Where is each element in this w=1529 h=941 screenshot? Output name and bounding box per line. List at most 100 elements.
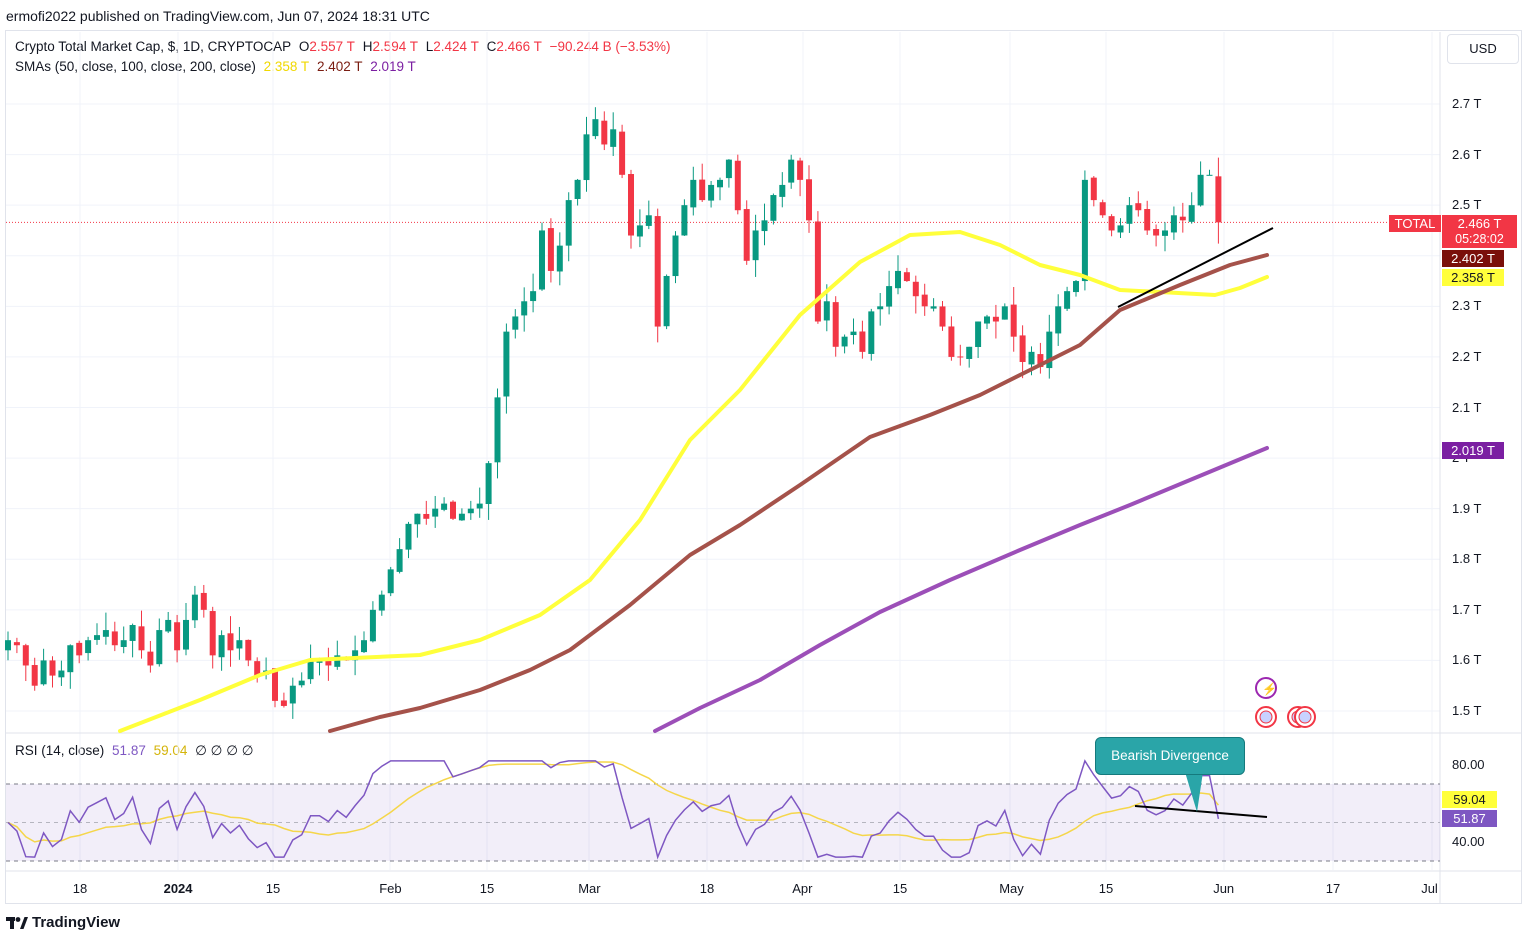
tradingview-logo[interactable]: TradingView	[6, 914, 120, 931]
candle-body	[761, 220, 768, 232]
time-tick-label: Mar	[578, 881, 601, 896]
candle-body	[1153, 229, 1160, 236]
candle-body	[565, 200, 572, 246]
candle-body	[111, 631, 118, 646]
us-flag-icon-inner	[1259, 710, 1273, 724]
candle-body	[129, 625, 136, 641]
change-value: −90.244 B (−3.53%)	[549, 39, 671, 54]
candle-body	[663, 275, 670, 327]
total-symbol-tag: TOTAL	[1389, 215, 1441, 232]
candle-body	[539, 230, 545, 290]
chart-frame	[5, 30, 1522, 904]
candle-body	[361, 640, 367, 653]
time-tick-label: 18	[699, 881, 715, 896]
candle-body	[628, 174, 634, 236]
candle-body	[22, 645, 29, 666]
sma50-tag: 2.358 T	[1442, 269, 1504, 286]
candle-body	[957, 356, 964, 358]
price-tick-label: 1.8 T	[1452, 551, 1482, 567]
candle-body	[476, 503, 483, 509]
candle-body	[1126, 205, 1133, 224]
candle-body	[1108, 216, 1115, 231]
price-tick-label: 2.7 T	[1452, 96, 1482, 111]
candle-body	[814, 221, 821, 322]
callout-pointer	[1185, 772, 1203, 812]
candle-body	[806, 179, 812, 221]
rsi-legend[interactable]: RSI (14, close) 51.87 59.04 ∅ ∅ ∅ ∅	[15, 743, 254, 758]
sma100-value: 2.402 T	[316, 59, 363, 74]
candle-body	[1019, 335, 1026, 362]
candle-body	[369, 609, 376, 642]
candle-body	[984, 316, 990, 324]
candle-body	[823, 301, 830, 321]
candle-body	[85, 640, 92, 654]
hidden-values: ∅ ∅ ∅ ∅	[195, 743, 254, 758]
candle-body	[681, 205, 688, 236]
candle-body	[672, 235, 679, 277]
candle-body	[1179, 216, 1186, 221]
candle-body	[521, 301, 528, 316]
candle-body	[414, 513, 421, 525]
candle-body	[788, 159, 795, 183]
candle-body	[734, 160, 741, 211]
candle-body	[209, 611, 216, 656]
candle-body	[1197, 174, 1204, 206]
candle-body	[743, 209, 750, 261]
lightning-icon	[1255, 677, 1277, 699]
candle-body	[966, 346, 973, 359]
candle-body	[174, 622, 181, 651]
rsi-ma-line	[7, 761, 1219, 843]
time-tick-label: Jul	[1421, 881, 1438, 896]
time-tick-label: 15	[1098, 881, 1114, 896]
candle-body	[877, 306, 884, 310]
candle-body	[1162, 230, 1168, 236]
candle-body	[1206, 174, 1213, 176]
time-tick-label: 15	[479, 881, 495, 896]
candle-body	[441, 503, 448, 510]
sma100-tag: 2.402 T	[1442, 250, 1504, 267]
rsi-ma-value: 59.04	[153, 743, 188, 758]
candle-body	[886, 286, 893, 307]
time-tick-label: May	[999, 881, 1024, 896]
main-legend[interactable]: Crypto Total Market Cap, $, 1D, CRYPTOCA…	[15, 39, 671, 54]
price-tick-label: 2.5 T	[1452, 197, 1482, 213]
currency-button[interactable]: USD	[1447, 34, 1519, 64]
candle-body	[245, 639, 252, 661]
candle-body	[859, 331, 866, 352]
candle-body	[387, 569, 394, 594]
candle-body	[432, 508, 439, 517]
candle-body	[654, 216, 661, 327]
candle-body	[458, 513, 465, 521]
candle-body	[396, 549, 403, 572]
publisher-credit: ermofi2022 published on TradingView.com,…	[6, 8, 430, 24]
candle-body	[690, 179, 697, 208]
candle-body	[280, 700, 287, 706]
rsi-tick-label: 40.00	[1452, 833, 1485, 849]
candle-body	[138, 626, 145, 651]
candle-body	[725, 159, 732, 179]
sma-legend[interactable]: SMAs (50, close, 100, close, 200, close)…	[15, 59, 416, 74]
candle-body	[13, 642, 20, 646]
price-tick-label: 1.7 T	[1452, 601, 1482, 617]
candle-body	[1055, 306, 1062, 334]
candle-body	[1064, 291, 1071, 309]
candle-body	[236, 640, 243, 649]
candle-body	[850, 331, 857, 336]
candle-body	[610, 129, 617, 147]
rsi-divergence-line	[1134, 805, 1268, 818]
candle-body	[272, 668, 278, 701]
candle-body	[67, 645, 74, 673]
candle-body	[921, 294, 928, 307]
candle-body	[583, 134, 590, 181]
candle-body	[5, 640, 11, 651]
candle-body	[218, 635, 225, 658]
price-tick-label: 2.1 T	[1452, 399, 1482, 415]
candle-body	[450, 501, 456, 519]
candle-body	[912, 281, 919, 297]
candle-body	[58, 670, 65, 678]
time-tick-label: 17	[1325, 881, 1341, 896]
candle-body	[699, 179, 706, 201]
candle-body	[494, 397, 501, 463]
candle-body	[636, 225, 643, 237]
